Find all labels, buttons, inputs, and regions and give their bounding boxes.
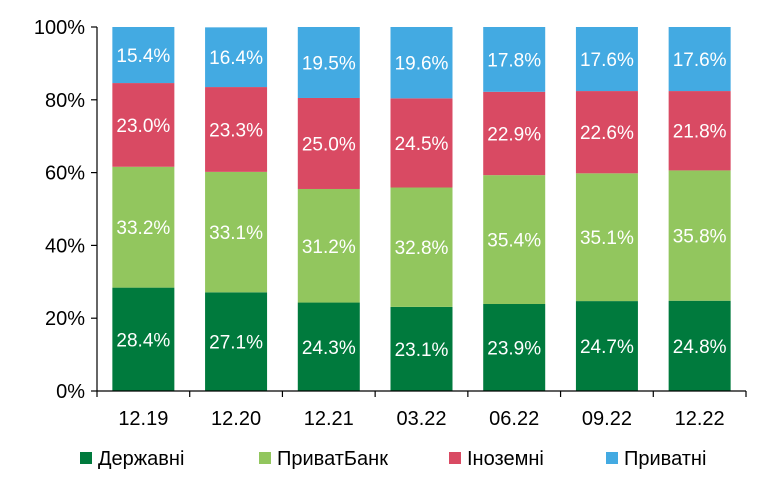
y-tick-label: 80% [45,90,85,112]
bar-segment [668,27,731,92]
y-axis: 0% 20% 40% 60% 80% 100% [34,17,98,403]
bar-segment [483,91,546,176]
legend-swatch [606,452,618,464]
bar-segment [112,287,175,391]
bar-segment [297,188,360,303]
x-tick-label: 12.21 [304,408,354,430]
legend: Державні ПриватБанк Іноземні Приватні [80,448,706,470]
x-tick-label: 09.22 [582,408,632,430]
bar-value-label: 23.0% [116,116,170,137]
bar-value-label: 24.3% [302,338,356,359]
x-tick-label: 06.22 [489,408,539,430]
bar-value-label: 24.7% [580,337,634,358]
bar-segment [297,302,360,391]
bar-segment [297,27,360,98]
y-tick-label: 60% [45,163,85,185]
bar-value-label: 22.9% [487,124,541,145]
bar-value-label: 17.8% [487,50,541,71]
bar-value-label: 15.4% [116,46,170,67]
y-tick-label: 20% [45,308,85,330]
bar-segment [575,27,638,92]
bar-value-label: 35.1% [580,228,634,249]
bar-segment [205,27,268,88]
bar-segment [112,83,175,167]
bar-segment [390,306,453,391]
legend-swatch [80,452,92,464]
x-tick-label: 12.22 [675,408,725,430]
legend-swatch [449,452,461,464]
legend-label: Іноземні [467,448,544,470]
bar-segment [297,97,360,189]
legend-label: ПриватБанк [277,448,388,470]
y-tick-label: 40% [45,235,85,257]
bar-value-label: 25.0% [302,134,356,155]
bar-segment [668,300,731,391]
bar-segment [575,173,638,302]
bar-value-label: 19.5% [302,53,356,74]
legend-label: Приватні [624,448,706,470]
bar-segment [668,170,731,301]
bar-segment [483,27,546,92]
bar-value-label: 35.8% [673,227,727,248]
legend-label: Державні [98,448,184,470]
bar-value-label: 35.4% [487,231,541,252]
bar-value-label: 16.4% [209,48,263,69]
bar-value-label: 33.2% [116,218,170,239]
bar-segment [390,187,453,307]
bar-segment [205,171,268,293]
bar-value-label: 24.8% [673,337,727,358]
bar-value-label: 19.6% [395,54,449,75]
bar-value-label: 17.6% [673,50,727,71]
bar-segment [575,91,638,174]
bar-value-label: 33.1% [209,223,263,244]
x-tick-label: 03.22 [396,408,446,430]
bar-value-label: 21.8% [673,122,727,143]
bar-segment [205,292,268,391]
bar-segment [483,304,546,391]
bar-segment [205,87,268,172]
bar-value-label: 17.6% [580,50,634,71]
bar-value-label: 23.9% [487,339,541,360]
bar-value-label: 23.1% [395,340,449,361]
x-tick-label: 12.19 [118,408,168,430]
bar-segment [390,98,453,188]
bar-value-label: 27.1% [209,333,263,354]
bar-value-label: 28.4% [116,330,170,351]
bar-segment [112,27,175,84]
bar-segment [112,166,175,288]
bar-segment [575,301,638,391]
bar-value-label: 32.8% [395,238,449,259]
plot-area: 28.4% 33.2% 23.0% 15.4% 27.1% 33.1% 23.3% 16.4%… [112,27,731,391]
x-axis: 12.19 12.20 12.21 03.22 06.22 09.22 12.22 [96,390,747,430]
bar-value-label: 22.6% [580,123,634,144]
bar-value-label: 23.3% [209,120,263,141]
y-tick-label: 100% [34,17,85,39]
legend-swatch [259,452,271,464]
bar-value-label: 31.2% [302,237,356,258]
x-tick-label: 12.20 [211,408,261,430]
y-tick-label: 0% [56,381,85,403]
bar-segment [668,91,731,171]
bar-value-label: 24.5% [395,134,449,155]
bar-segment [390,27,453,99]
bar-segment [483,175,546,305]
